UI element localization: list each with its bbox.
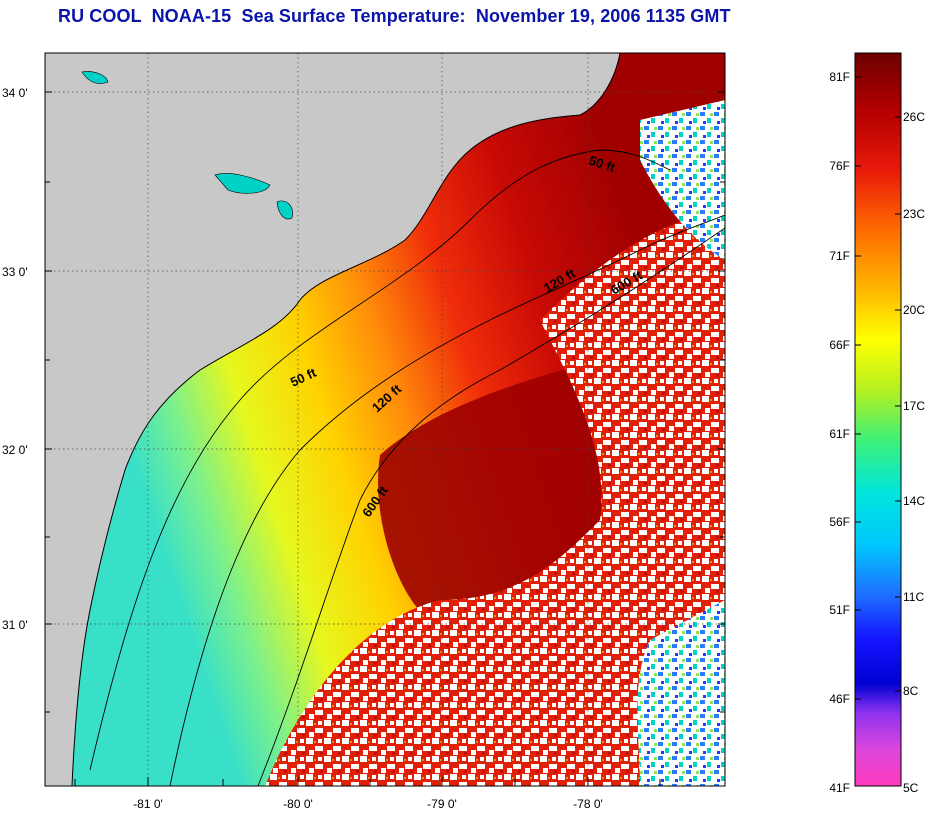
- cb-f-71: 71F: [829, 249, 850, 263]
- cb-c-11: 11C: [903, 590, 924, 604]
- lat-label-31: 31 0': [2, 618, 28, 632]
- cb-f-51: 51F: [829, 603, 850, 617]
- land: [45, 53, 620, 786]
- cold-patch-north: [640, 100, 725, 260]
- lat-lon-grid: [45, 53, 725, 786]
- northeast-water: [620, 53, 725, 100]
- contour-600ft: [257, 227, 725, 786]
- lake-moultrie: [276, 200, 293, 220]
- cb-c-5: 5C: [903, 781, 919, 795]
- contour-120ft: [169, 214, 725, 786]
- lat-label-33: 33 0': [2, 265, 28, 279]
- lat-label-32: 32 0': [2, 443, 28, 457]
- warm-core: [378, 360, 610, 620]
- cb-c-14: 14C: [903, 494, 925, 508]
- cb-f-61: 61F: [829, 427, 850, 441]
- lon-label-79: -79 0': [427, 797, 457, 811]
- cb-f-81: 81F: [829, 70, 850, 84]
- cb-c-20: 20C: [903, 303, 925, 317]
- cb-f-76: 76F: [829, 159, 850, 173]
- cb-f-66: 66F: [829, 338, 850, 352]
- cb-f-41: 41F: [829, 781, 850, 795]
- cold-patch-south: [637, 600, 725, 786]
- lon-label-80: -80 0': [283, 797, 313, 811]
- map-title: RU COOL NOAA-15 Sea Surface Temperature:…: [58, 6, 731, 26]
- cloud-cover: [265, 210, 725, 786]
- cb-c-17: 17C: [903, 399, 925, 413]
- contour-50ft: [89, 149, 671, 771]
- colorbar: [854, 52, 902, 787]
- lon-label-81: -81 0': [133, 797, 163, 811]
- colorbar-ticks: [855, 76, 901, 700]
- cb-c-26: 26C: [903, 110, 925, 124]
- lake-marion: [214, 173, 271, 194]
- plot-frame: [44, 52, 726, 787]
- lon-label-78: -78 0': [573, 797, 603, 811]
- inland-lake: [81, 71, 109, 84]
- cb-f-56: 56F: [829, 515, 850, 529]
- lat-label-34: 34 0': [2, 86, 28, 100]
- cb-c-8: 8C: [903, 684, 919, 698]
- coastline: [71, 53, 621, 786]
- axis-ticks: [45, 91, 725, 786]
- cb-c-23: 23C: [903, 207, 925, 221]
- cb-f-46: 46F: [829, 692, 850, 706]
